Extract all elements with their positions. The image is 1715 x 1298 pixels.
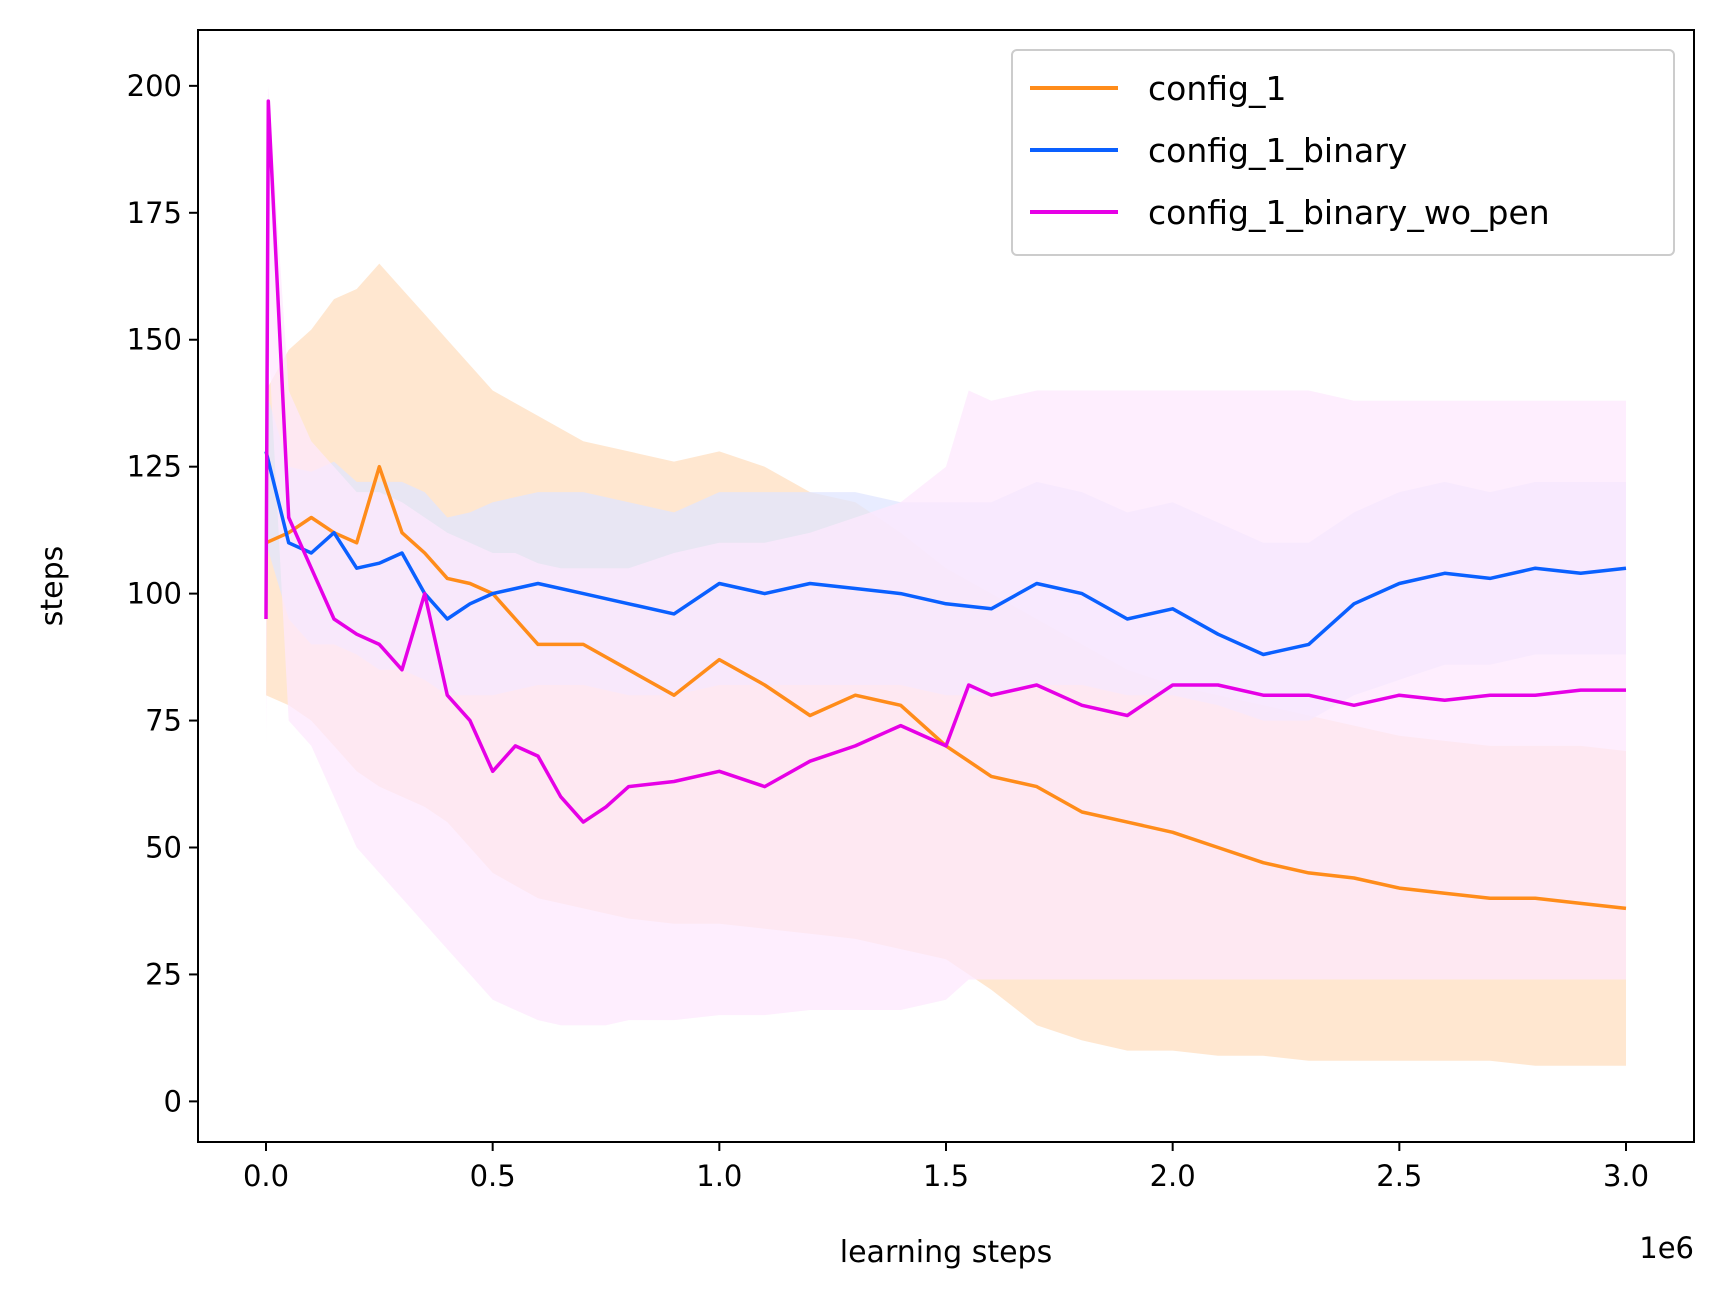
legend-box xyxy=(1011,49,1675,256)
legend-items: config_1 config_1_binary config_1_binary_w… xyxy=(1030,69,1550,232)
x-axis-offset-label: 1e6 xyxy=(1639,1231,1694,1265)
y-tick-label: 125 xyxy=(127,450,182,484)
line-config-1 xyxy=(265,464,1627,911)
x-tick-label: 2.5 xyxy=(1376,1159,1422,1193)
y-tick-label: 50 xyxy=(145,830,182,864)
y-tick-label: 150 xyxy=(127,323,182,357)
x-axis-ticks: 0.0 0.5 1.0 1.5 2.0 2.5 3.0 xyxy=(243,1142,1649,1193)
x-tick-label: 1.0 xyxy=(696,1159,742,1193)
x-tick-label: 0.0 xyxy=(243,1159,289,1193)
band-config-1-binary-wo-pen xyxy=(266,85,1626,1026)
y-tick-label: 75 xyxy=(145,704,182,738)
line-config-1-binary xyxy=(264,450,1627,657)
y-tick-label: 25 xyxy=(145,957,182,991)
x-tick-label: 1.5 xyxy=(923,1159,969,1193)
confidence-bands xyxy=(266,85,1626,1066)
legend-label-config-1: config_1 xyxy=(1148,69,1286,108)
series-lines xyxy=(264,99,1627,911)
legend: config_1 config_1_binary config_1_binary_w… xyxy=(1011,49,1675,256)
y-tick-label: 0 xyxy=(164,1084,182,1118)
y-tick-label: 100 xyxy=(127,577,182,611)
legend-label-config-1-binary: config_1_binary xyxy=(1148,131,1407,170)
y-axis-title: steps xyxy=(35,546,70,627)
legend-label-config-1-binary-wo-pen: config_1_binary_wo_pen xyxy=(1148,193,1550,232)
y-tick-label: 175 xyxy=(127,196,182,230)
x-tick-label: 3.0 xyxy=(1603,1159,1649,1193)
y-axis-ticks: 0 25 50 75 100 125 150 175 200 xyxy=(127,69,198,1118)
x-tick-label: 2.0 xyxy=(1150,1159,1196,1193)
x-axis-title: learning steps xyxy=(840,1235,1052,1270)
y-tick-label: 200 xyxy=(127,69,182,103)
x-tick-label: 0.5 xyxy=(470,1159,516,1193)
